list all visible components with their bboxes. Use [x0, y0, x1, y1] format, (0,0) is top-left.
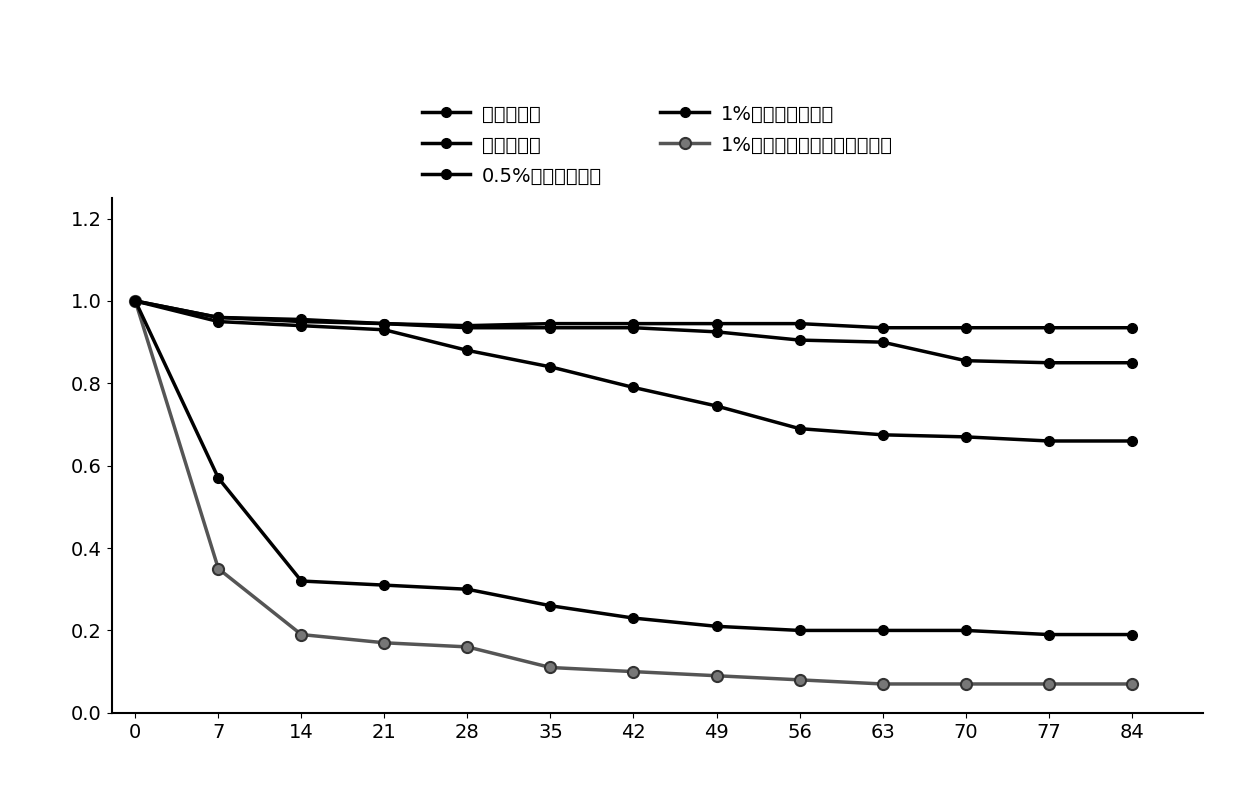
Legend: 灭菌实验组, 空白试验组, 0.5%生物炭实验组, 1%复合材料实验组, 1%复合材料联合微生物实验组: 灭菌实验组, 空白试验组, 0.5%生物炭实验组, 1%复合材料实验组, 1%复… — [412, 94, 903, 196]
